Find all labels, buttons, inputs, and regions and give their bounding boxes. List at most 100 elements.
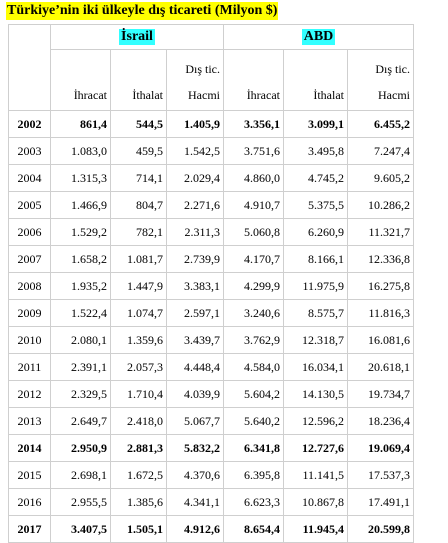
- israel-volume-cell: 4.039,9: [166, 380, 224, 408]
- israel-volume-cell: 5.067,7: [166, 407, 224, 435]
- usa-volume-cell: 20.618,1: [346, 353, 415, 381]
- usa-import-cell: 14.130,5: [283, 380, 348, 408]
- israel-export-cell: 1.935,2: [50, 272, 111, 300]
- israel-import-cell: 1.672,5: [110, 461, 167, 489]
- israel-export-cell: 2.955,5: [50, 488, 111, 516]
- israel-import-cell: 459,5: [110, 137, 167, 165]
- usa-import-cell: 11.975,9: [283, 272, 348, 300]
- israel-import-cell: 1.710,4: [110, 380, 167, 408]
- israel-export-cell: 861,4: [50, 110, 111, 138]
- col-header-export: İhracat: [50, 49, 111, 111]
- year-cell: 2007: [8, 245, 51, 273]
- israel-import-cell: 1.359,6: [110, 326, 167, 354]
- country-label-israel: İsrail: [119, 29, 155, 45]
- year-cell: 2013: [8, 407, 51, 435]
- israel-export-cell: 1.522,4: [50, 299, 111, 327]
- page-title: Türkiye’nin iki ülkeyle dış ticareti (Mi…: [6, 2, 279, 20]
- table-row: 2009 1.522,4 1.074,7 2.597,1 3.240,6 8.575,7 1…: [8, 299, 415, 327]
- israel-volume-cell: 2.597,1: [166, 299, 224, 327]
- usa-export-cell: 3.356,1: [223, 110, 284, 138]
- col-header-export: İhracat: [223, 49, 284, 111]
- usa-export-cell: 4.910,7: [223, 191, 284, 219]
- usa-volume-cell: 19.734,7: [346, 380, 415, 408]
- table-row: 2007 1.658,2 1.081,7 2.739,9 4.170,7 8.166,1 1…: [8, 245, 415, 273]
- year-cell: 2008: [8, 272, 51, 300]
- usa-export-cell: 4.584,0: [223, 353, 284, 381]
- usa-volume-cell: 17.537,3: [346, 461, 415, 489]
- israel-export-cell: 1.315,3: [50, 164, 111, 192]
- year-cell: 2012: [8, 380, 51, 408]
- israel-export-cell: 1.083,0: [50, 137, 111, 165]
- israel-import-cell: 1.505,1: [110, 515, 167, 543]
- year-cell: 2015: [8, 461, 51, 489]
- usa-import-cell: 11.945,4: [283, 515, 348, 543]
- israel-volume-cell: 4.341,1: [166, 488, 224, 516]
- usa-import-cell: 3.099,1: [283, 110, 348, 138]
- year-cell: 2003: [8, 137, 51, 165]
- usa-volume-cell: 20.599,8: [346, 515, 415, 543]
- israel-volume-cell: 2.029,4: [166, 164, 224, 192]
- usa-export-cell: 4.170,7: [223, 245, 284, 273]
- usa-volume-cell: 7.247,4: [346, 137, 415, 165]
- country-header-row: İsrail ABD: [8, 24, 415, 111]
- israel-export-cell: 2.329,5: [50, 380, 111, 408]
- year-cell: 2009: [8, 299, 51, 327]
- israel-volume-cell: 4.912,6: [166, 515, 224, 543]
- year-cell: 2010: [8, 326, 51, 354]
- israel-volume-cell: 1.542,5: [166, 137, 224, 165]
- israel-import-cell: 782,1: [110, 218, 167, 246]
- table-body: 2002 861,4 544,5 1.405,9 3.356,1 3.099,1 6.455…: [8, 110, 415, 543]
- usa-import-cell: 12.727,6: [283, 434, 348, 462]
- israel-volume-cell: 3.439,7: [166, 326, 224, 354]
- usa-export-cell: 3.751,6: [223, 137, 284, 165]
- israel-export-cell: 2.080,1: [50, 326, 111, 354]
- usa-import-cell: 5.375,5: [283, 191, 348, 219]
- table-row: 2015 2.698,1 1.672,5 4.370,6 6.395,8 11.141,5…: [8, 461, 415, 489]
- usa-export-cell: 3.240,6: [223, 299, 284, 327]
- israel-export-cell: 1.529,2: [50, 218, 111, 246]
- usa-volume-cell: 17.491,1: [346, 488, 415, 516]
- usa-volume-cell: 11.816,3: [346, 299, 415, 327]
- table-row: 2004 1.315,3 714,1 2.029,4 4.860,0 4.745,2 9.6…: [8, 164, 415, 192]
- table-row: 2010 2.080,1 1.359,6 3.439,7 3.762,9 12.318,7…: [8, 326, 415, 354]
- usa-import-cell: 16.034,1: [283, 353, 348, 381]
- israel-import-cell: 1.074,7: [110, 299, 167, 327]
- trade-table: İsrail ABD İhracat İthalat Dış tic. Hacmi…: [8, 24, 415, 543]
- usa-import-cell: 6.260,9: [283, 218, 348, 246]
- israel-import-cell: 714,1: [110, 164, 167, 192]
- usa-volume-cell: 9.605,2: [346, 164, 415, 192]
- usa-export-cell: 6.395,8: [223, 461, 284, 489]
- country-header-israel: İsrail: [50, 24, 224, 50]
- year-cell: 2016: [8, 488, 51, 516]
- year-cell: 2014: [8, 434, 51, 462]
- usa-export-cell: 6.623,3: [223, 488, 284, 516]
- usa-export-cell: 4.860,0: [223, 164, 284, 192]
- usa-export-cell: 3.762,9: [223, 326, 284, 354]
- israel-volume-cell: 5.832,2: [166, 434, 224, 462]
- israel-import-cell: 2.881,3: [110, 434, 167, 462]
- usa-export-cell: 6.341,8: [223, 434, 284, 462]
- israel-volume-cell: 3.383,1: [166, 272, 224, 300]
- table-row: 2017 3.407,5 1.505,1 4.912,6 8.654,4 11.945,4…: [8, 515, 415, 543]
- table-row: 2011 2.391,1 2.057,3 4.448,4 4.584,0 16.034,1…: [8, 353, 415, 381]
- table-row: 2006 1.529,2 782,1 2.311,3 5.060,8 6.260,9 11.…: [8, 218, 415, 246]
- israel-volume-cell: 4.448,4: [166, 353, 224, 381]
- country-header-usa: ABD: [222, 24, 415, 50]
- usa-export-cell: 5.640,2: [223, 407, 284, 435]
- israel-import-cell: 804,7: [110, 191, 167, 219]
- usa-export-cell: 5.604,2: [223, 380, 284, 408]
- israel-volume-cell: 2.311,3: [166, 218, 224, 246]
- usa-export-cell: 5.060,8: [223, 218, 284, 246]
- israel-export-cell: 2.649,7: [50, 407, 111, 435]
- table-row: 2003 1.083,0 459,5 1.542,5 3.751,6 3.495,8 7.2…: [8, 137, 415, 165]
- table-row: 2012 2.329,5 1.710,4 4.039,9 5.604,2 14.130,5…: [8, 380, 415, 408]
- table-row: 2016 2.955,5 1.385,6 4.341,1 6.623,3 10.867,8…: [8, 488, 415, 516]
- column-header-row: İhracat İthalat Dış tic. Hacmi İhracat İt…: [9, 49, 415, 111]
- table-row: 2002 861,4 544,5 1.405,9 3.356,1 3.099,1 6.455…: [8, 110, 415, 138]
- usa-import-cell: 10.867,8: [283, 488, 348, 516]
- israel-import-cell: 544,5: [110, 110, 167, 138]
- israel-volume-cell: 4.370,6: [166, 461, 224, 489]
- table-row: 2005 1.466,9 804,7 2.271,6 4.910,7 5.375,5 10.…: [8, 191, 415, 219]
- col-header-import: İthalat: [283, 49, 348, 111]
- usa-volume-cell: 6.455,2: [346, 110, 415, 138]
